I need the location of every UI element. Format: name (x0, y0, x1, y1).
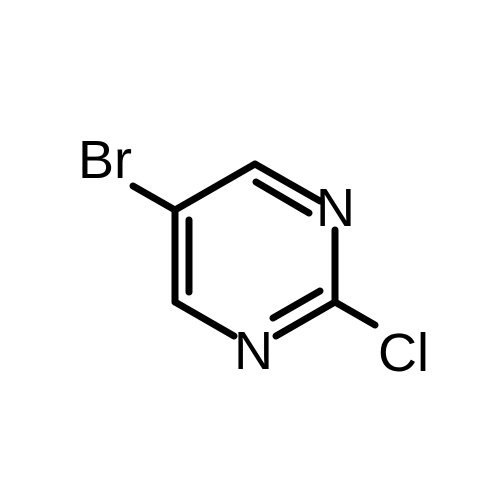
bond-c4-cl (335, 302, 375, 325)
bond-c1-br (133, 186, 175, 210)
molecule-canvas: N N Br Cl (0, 0, 500, 500)
atom-br-label: Br (78, 130, 132, 190)
atom-n3-label: N (316, 178, 355, 238)
atom-cl-label: Cl (378, 323, 429, 383)
bond-c4-n5-outer (276, 302, 335, 336)
bond-n5-c6 (175, 302, 234, 336)
bond-c1-c2 (175, 164, 255, 210)
bond-c2-n3-outer (255, 164, 320, 201)
atom-n5-label: N (234, 321, 273, 381)
